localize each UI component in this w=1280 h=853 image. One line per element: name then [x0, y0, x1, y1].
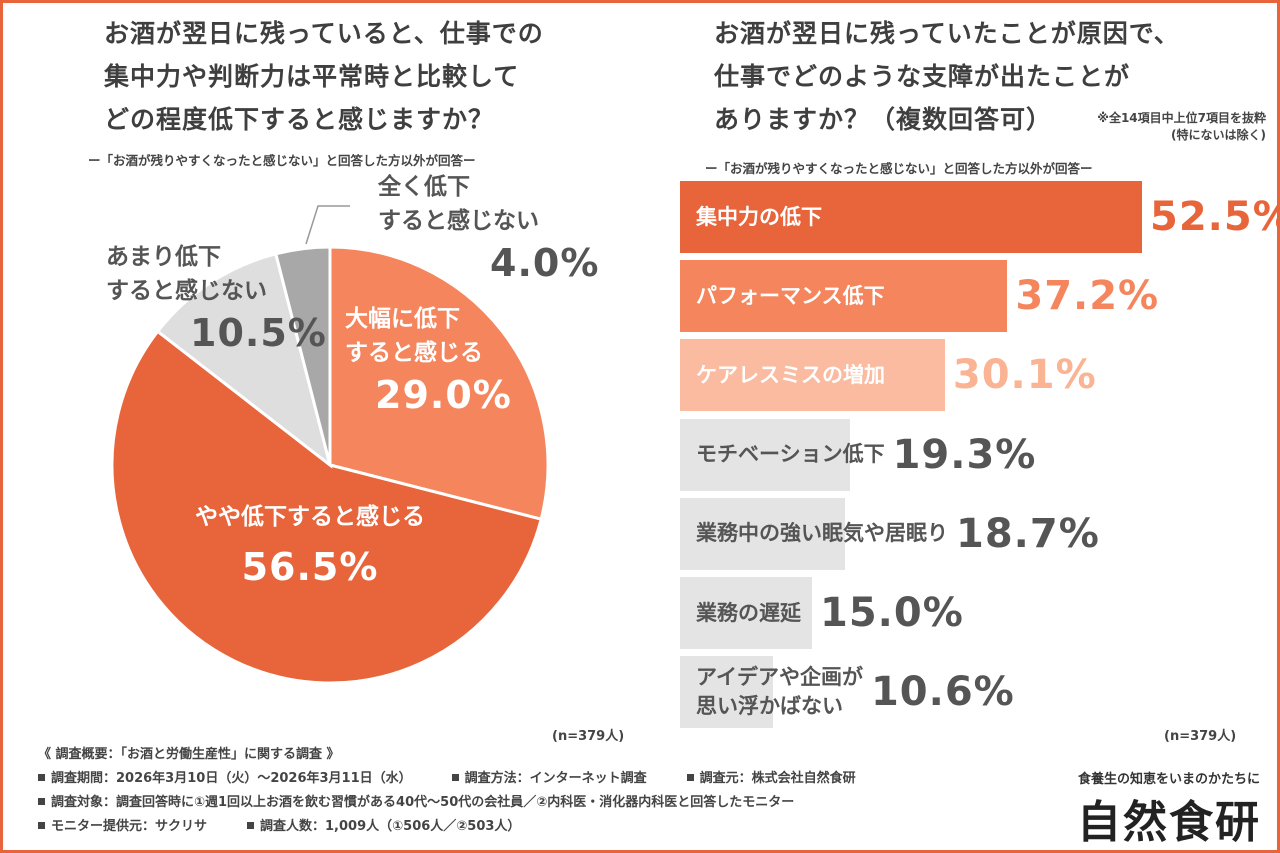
bar-label-line: 思い浮かばない — [696, 694, 843, 719]
brand-logo: 自然食研 — [1077, 797, 1261, 848]
bar-row: 集中力の低下 52.5% — [680, 181, 1280, 253]
slice-label-line: すると感じない — [106, 278, 267, 304]
right-title-line: ありますか？（複数回答可） — [714, 105, 1053, 134]
survey-item: 調査人数：1,009人（①506人／②503人） — [247, 815, 520, 839]
bar-row: モチベーション低下 19.3% — [680, 418, 1270, 491]
slice-label-line: 全く低下 — [378, 174, 470, 200]
pie-label-slight-decline: やや低下すると感じる 56.5% — [170, 500, 450, 592]
pie-label-significant-decline: 大幅に低下 すると感じる 29.0% — [345, 302, 512, 420]
pie-slice-2 — [155, 252, 333, 469]
survey-summary-row: モニター提供元：サクリサ 調査人数：1,009人（①506人／②503人） — [38, 815, 856, 839]
bar-value-label: 37.2% — [1015, 273, 1160, 320]
bar-label: 業務の遅延 — [696, 577, 801, 649]
pie-label-no-decline: 全く低下 すると感じない 4.0% — [378, 170, 599, 288]
right-chart-title: お酒が翌日に残っていたことが原因で、 仕事でどのような支障が出たことが あります… — [714, 12, 1180, 141]
slice-value: 10.5% — [190, 311, 327, 355]
right-title-line: 仕事でどのような支障が出たことが — [714, 62, 1131, 91]
right-sample-size: (n=379人) — [1164, 729, 1237, 744]
bar-value-label: 18.7% — [956, 510, 1100, 557]
pie-slice-1 — [110, 329, 543, 685]
bar-value-label: 19.3% — [892, 431, 1037, 478]
bar-label: モチベーション低下 — [696, 419, 885, 491]
bar-label: パフォーマンス低下 — [696, 260, 885, 332]
survey-summary-row: 調査対象：調査回答時に①週1回以上お酒を飲む習慣がある40代〜50代の会社員／②… — [38, 791, 856, 815]
bar-row: 業務の遅延 15.0% — [680, 577, 1270, 649]
slice-label-line: やや低下すると感じる — [195, 504, 425, 530]
survey-item-text: 調査元：株式会社自然食研 — [699, 771, 856, 786]
bar-label-line: 業務の遅延 — [696, 600, 801, 625]
bar — [680, 577, 812, 649]
bar — [680, 656, 774, 729]
bar-label-line: モチベーション低下 — [696, 442, 885, 467]
left-title-line: お酒が翌日に残っていると、仕事での — [104, 19, 544, 48]
survey-item: モニター提供元：サクリサ — [38, 815, 207, 839]
survey-summary-row: 調査期間：2026年3月10日（火）〜2026年3月11日（水） 調査方法：インタ… — [38, 767, 856, 791]
survey-item: 調査期間：2026年3月10日（火）〜2026年3月11日（水） — [38, 767, 412, 791]
bar-row: 業務中の強い眠気や居眠り 18.7% — [680, 497, 1270, 570]
note-line: ※全14項目中上位7項目を抜粋 — [1097, 111, 1266, 125]
bar — [680, 260, 1008, 333]
bar-row: パフォーマンス低下 37.2% — [680, 260, 1270, 333]
bar — [680, 181, 1142, 253]
left-subtitle: ー「お酒が残りやすくなったと感じない」と回答した方以外が回答ー — [88, 153, 476, 168]
bar-row: ケアレスミスの増加 30.1% — [680, 339, 1270, 412]
survey-item: 調査方法：インターネット調査 — [451, 767, 647, 791]
survey-item-text: モニター提供元：サクリサ — [51, 819, 208, 834]
right-subtitle: ー「お酒が残りやすくなったと感じない」と回答した方以外が回答ー — [705, 161, 1093, 176]
pie-leader-line — [305, 205, 350, 245]
left-chart-title: お酒が翌日に残っていると、仕事での 集中力や判断力は平常時と比較して どの程度低… — [104, 12, 544, 141]
bar-label-line: ケアレスミスの増加 — [696, 362, 885, 387]
bar-value-label: 30.1% — [952, 352, 1097, 399]
right-title-line: お酒が翌日に残っていたことが原因で、 — [714, 19, 1180, 48]
slice-label-line: あまり低下 — [106, 244, 221, 270]
slice-value: 4.0% — [490, 241, 600, 285]
survey-item-text: 調査期間：2026年3月10日（火）〜2026年3月11日（水） — [51, 771, 412, 786]
brand-tagline: 食養生の知恵をいまのかたちに — [1078, 772, 1261, 787]
slice-label-line: 大幅に低下 — [345, 306, 460, 332]
pie-slice-0 — [328, 245, 550, 522]
survey-item-text: 調査人数：1,009人（①506人／②503人） — [260, 819, 521, 834]
bar-value-label: 52.5% — [1150, 194, 1280, 240]
survey-summary-heading: 《 調査概要：「お酒と労働生産性」に関する調査 》 — [38, 747, 340, 762]
bar-value-label: 10.6% — [870, 669, 1015, 716]
survey-item: 調査対象：調査回答時に①週1回以上お酒を飲む習慣がある40代〜50代の会社員／②… — [38, 791, 794, 815]
slice-value: 29.0% — [375, 373, 512, 417]
slice-label-line: すると感じる — [345, 340, 483, 366]
slice-label-line: すると感じない — [378, 208, 539, 234]
bar-label: 集中力の低下 — [696, 181, 822, 253]
bar-label-line: 業務中の強い眠気や居眠り — [696, 521, 948, 546]
bar-label-line: アイデアや企画が — [696, 665, 863, 690]
bar-label: ケアレスミスの増加 — [696, 339, 885, 411]
bar-label-line: パフォーマンス低下 — [696, 283, 885, 308]
left-title-line: どの程度低下すると感じますか？ — [104, 105, 495, 134]
survey-summary: 《 調査概要：「お酒と労働生産性」に関する調査 》 調査期間：2026年3月10… — [38, 743, 856, 839]
bar — [680, 418, 850, 491]
left-title-line: 集中力や判断力は平常時と比較して — [104, 62, 520, 91]
bar — [680, 497, 845, 570]
bar-row: アイデアや企画が 思い浮かばない 10.6% — [680, 656, 1270, 729]
bar-label-line: 集中力の低下 — [696, 204, 822, 229]
note-line: (特にないは除く) — [1171, 128, 1266, 142]
bar-label: アイデアや企画が 思い浮かばない — [696, 656, 863, 728]
survey-item: 調査元：株式会社自然食研 — [686, 767, 856, 791]
bar-label: 業務中の強い眠気や居眠り — [696, 498, 948, 570]
pie-slice-3 — [273, 245, 332, 466]
survey-item-text: 調査対象：調査回答時に①週1回以上お酒を飲む習慣がある40代〜50代の会社員／②… — [51, 795, 795, 810]
left-sample-size: (n=379人) — [552, 729, 625, 744]
slice-value: 56.5% — [241, 545, 379, 589]
bar-value-label: 15.0% — [820, 590, 964, 636]
bar — [680, 339, 945, 412]
survey-item-text: 調査方法：インターネット調査 — [464, 771, 647, 786]
right-note: ※全14項目中上位7項目を抜粋 (特にないは除く) — [1097, 110, 1266, 144]
pie-label-little-decline: あまり低下 すると感じない 10.5% — [106, 240, 327, 358]
